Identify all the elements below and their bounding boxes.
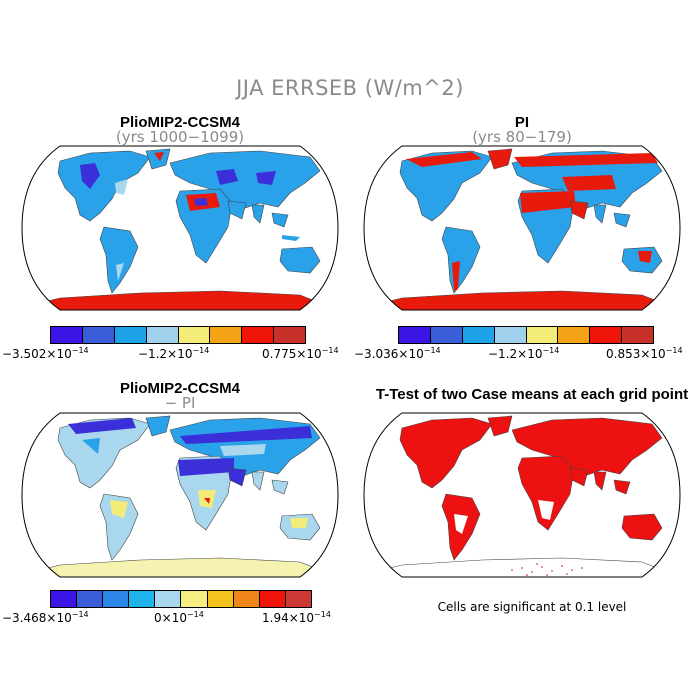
colorbar-swatch xyxy=(233,591,260,607)
colorbar-panel-1 xyxy=(50,326,306,344)
colorbar-swatch xyxy=(210,327,243,343)
colorbar-swatch xyxy=(242,327,275,343)
panel-3-title: PlioMIP2-CCSM4 xyxy=(119,380,240,397)
panel-2-title: PI xyxy=(514,114,530,131)
map-panel-2 xyxy=(363,145,681,311)
colorbar-swatch xyxy=(129,591,156,607)
panel-4-title: T-Test of two Case means at each grid po… xyxy=(375,386,689,403)
panel-1-subtitle: (yrs 1000−1099) xyxy=(115,128,245,146)
colorbar-swatch xyxy=(82,327,115,343)
colorbar-swatch xyxy=(558,327,591,343)
map-panel-4 xyxy=(363,412,681,578)
colorbar-1-mid-label: −1.2×10−14 xyxy=(138,346,210,361)
panel-3-subtitle: − PI xyxy=(164,394,196,412)
colorbar-3-mid-label: 0×10−14 xyxy=(154,610,204,625)
colorbar-swatch xyxy=(178,327,211,343)
colorbar-swatch xyxy=(103,591,130,607)
colorbar-swatch xyxy=(622,327,653,343)
colorbar-swatch xyxy=(285,591,311,607)
significance-note: Cells are significant at 0.1 level xyxy=(437,600,627,614)
colorbar-swatch xyxy=(155,591,182,607)
map-panel-1 xyxy=(21,145,339,311)
colorbar-swatch xyxy=(274,327,305,343)
colorbar-swatch xyxy=(259,591,286,607)
colorbar-swatch xyxy=(146,327,179,343)
map-panel-3 xyxy=(21,412,339,578)
colorbar-swatch xyxy=(526,327,559,343)
colorbar-swatch xyxy=(207,591,234,607)
colorbar-swatch xyxy=(399,327,431,343)
panel-2-subtitle: (yrs 80−179) xyxy=(472,128,572,146)
colorbar-swatch xyxy=(494,327,527,343)
colorbar-panel-3 xyxy=(50,590,312,608)
colorbar-swatch xyxy=(77,591,104,607)
colorbar-3-left-label: −3.468×10−14 xyxy=(2,610,89,625)
colorbar-panel-2 xyxy=(398,326,654,344)
panel-1-title: PlioMIP2-CCSM4 xyxy=(119,114,240,131)
colorbar-1-right-label: 0.775×10−14 xyxy=(262,346,339,361)
colorbar-2-right-label: 0.853×10−14 xyxy=(606,346,683,361)
colorbar-2-mid-label: −1.2×10−14 xyxy=(488,346,560,361)
colorbar-1-left-label: −3.502×10−14 xyxy=(2,346,89,361)
figure-title: JJA ERRSEB (W/m^2) xyxy=(236,76,464,100)
colorbar-swatch xyxy=(51,327,83,343)
colorbar-swatch xyxy=(51,591,78,607)
colorbar-2-left-label: −3.036×10−14 xyxy=(354,346,441,361)
colorbar-swatch xyxy=(430,327,463,343)
colorbar-3-right-label: 1.94×10−14 xyxy=(262,610,331,625)
colorbar-swatch xyxy=(114,327,147,343)
colorbar-swatch xyxy=(181,591,208,607)
colorbar-swatch xyxy=(590,327,623,343)
colorbar-swatch xyxy=(462,327,495,343)
